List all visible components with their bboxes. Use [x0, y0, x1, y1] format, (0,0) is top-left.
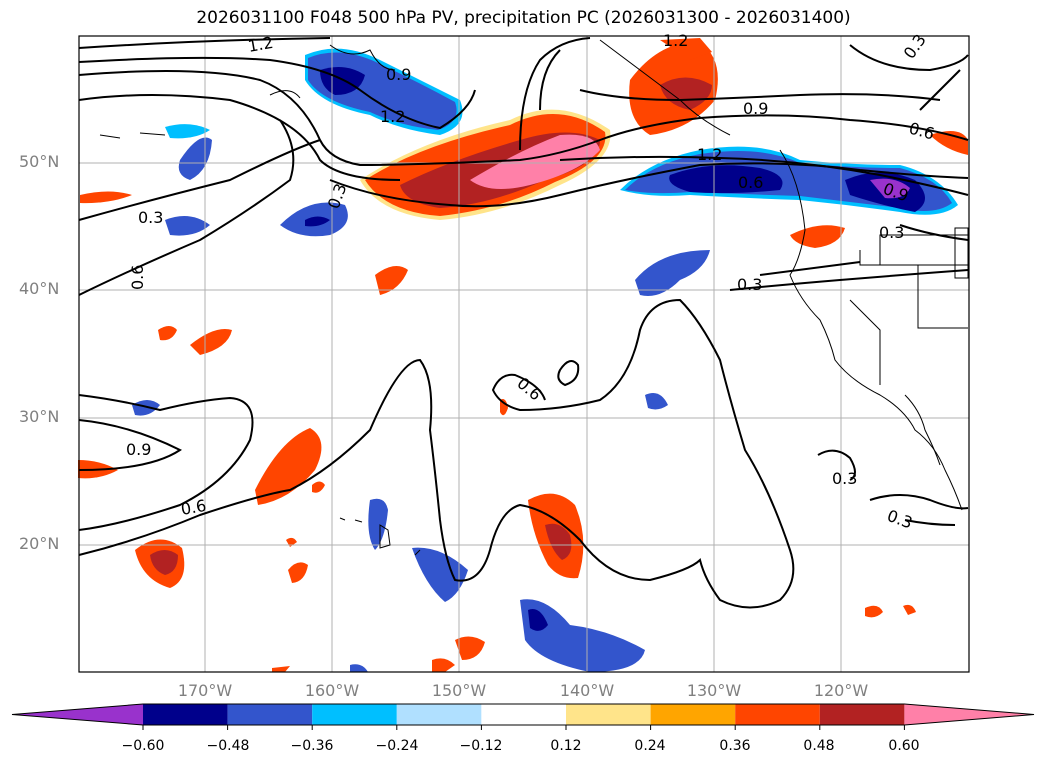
colorbar-segment [650, 704, 736, 725]
colorbar-segment [566, 704, 651, 725]
colorbar-tick: 0.36 [719, 738, 751, 754]
colorbar-tick: 0.60 [888, 738, 920, 754]
colorbar-tick: −0.36 [290, 738, 334, 754]
contour-label: 1.2 [380, 107, 405, 126]
lat-label: 30°N [19, 407, 60, 426]
colorbar-segment [396, 704, 482, 725]
lon-label: 170°W [177, 681, 233, 700]
colorbar-tick: −0.48 [206, 738, 250, 754]
contour-label: 0.3 [879, 223, 904, 242]
lon-label: 160°W [304, 681, 360, 700]
colorbar-tick: 0.12 [550, 738, 582, 754]
contour-label: 0.9 [743, 99, 768, 118]
colorbar-segment [735, 704, 820, 725]
colorbar-tick: −0.12 [459, 738, 503, 754]
colorbar-segment [312, 704, 397, 725]
lat-label: 20°N [19, 534, 60, 553]
colorbar-segment [481, 704, 566, 725]
lon-label: 140°W [559, 681, 615, 700]
lat-label: 40°N [19, 279, 60, 298]
contour-label: 0.6 [128, 265, 147, 290]
colorbar-segment [819, 704, 905, 725]
contour-label: 1.2 [697, 145, 722, 164]
colorbar-tick: −0.24 [375, 738, 419, 754]
map-title: 2026031100 F048 500 hPa PV, precipitatio… [196, 8, 851, 28]
contour-label: 0.9 [126, 440, 151, 459]
lon-label: 130°W [686, 681, 742, 700]
coastlines [99, 39, 969, 556]
contour-label: 0.9 [386, 65, 411, 84]
colorbar-tick: 0.24 [634, 738, 666, 754]
precip-shading [78, 38, 968, 672]
colorbar-tick: 0.48 [803, 738, 835, 754]
contour-label: 0.3 [138, 208, 163, 227]
colorbar-segment [904, 704, 1034, 725]
contour-label: 1.2 [663, 31, 688, 50]
colorbar-tick: −0.60 [121, 738, 165, 754]
colorbar-segment [227, 704, 313, 725]
colorbar-segments [11, 703, 1035, 730]
colorbar-segment [12, 704, 143, 725]
contour-label: 0.3 [737, 275, 762, 294]
colorbar-segment [143, 704, 228, 725]
lon-label: 120°W [813, 681, 869, 700]
contour-label: 0.3 [832, 469, 857, 488]
pv-contours [78, 37, 969, 609]
contour-label: 0.6 [738, 173, 763, 192]
lon-label: 150°W [431, 681, 487, 700]
contour-label: 1.2 [246, 33, 274, 56]
contour-label: 0.6 [179, 496, 207, 519]
map-gridlines [79, 36, 969, 672]
map-frame [78, 35, 970, 673]
lat-label: 50°N [19, 152, 60, 171]
